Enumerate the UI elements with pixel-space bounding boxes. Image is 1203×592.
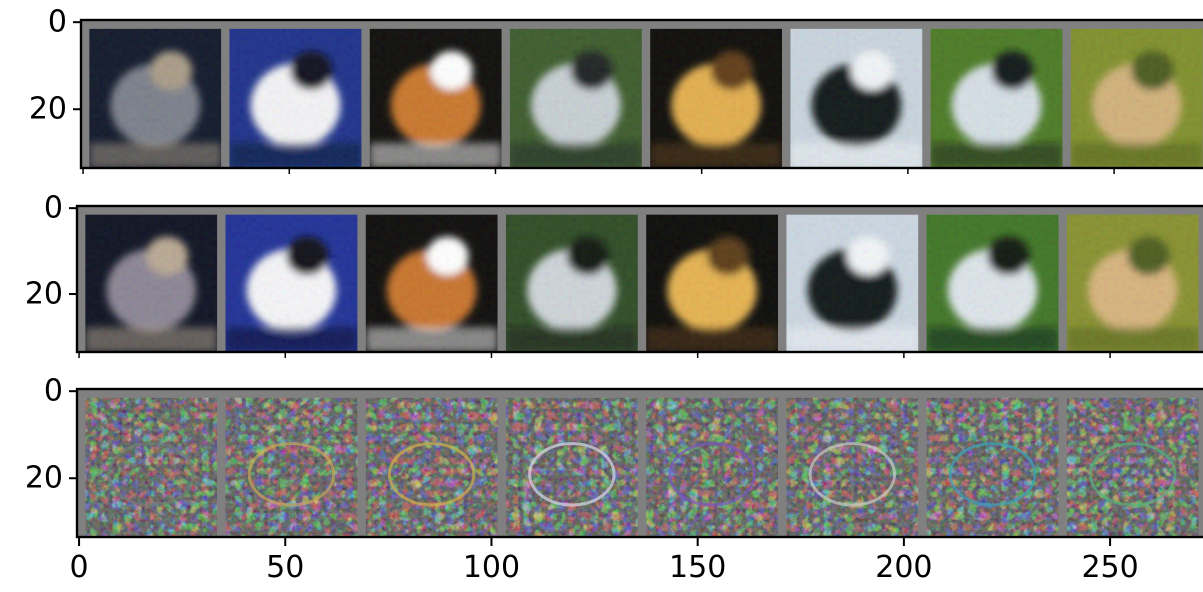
x-axis: 0 50 100 150 200 250: [70, 537, 1139, 585]
image-tile-frog: [1066, 214, 1199, 352]
image-tile-cat: [85, 214, 218, 352]
image-tile-noise: [365, 397, 498, 537]
image-tile-car: [505, 214, 638, 352]
image-tile-noise: [786, 397, 919, 537]
panel-frame: [79, 18, 1203, 170]
x-tick-label: 150: [669, 550, 726, 585]
y-tick-label: 20: [25, 277, 63, 312]
image-tile-cat: [89, 28, 222, 168]
image-panel-3: 0 20: [25, 374, 1203, 539]
image-tile-dog: [365, 214, 498, 352]
y-tick-label: 20: [25, 461, 63, 496]
image-tile-cat: [225, 214, 358, 352]
image-tile-frog: [650, 28, 783, 168]
y-tick-label: 0: [48, 5, 67, 40]
image-tile-noise: [646, 397, 779, 537]
image-tile-noise: [926, 397, 1059, 537]
panel-frame: [75, 204, 1203, 354]
image-tile-frog: [1070, 28, 1203, 168]
image-panel-1: 0 20: [29, 5, 1203, 174]
y-tick-label: 0: [44, 374, 63, 409]
image-tile-frog: [646, 214, 779, 352]
image-tile-noise: [85, 397, 218, 537]
image-tile-dog: [369, 28, 502, 168]
image-tile-noise: [225, 397, 358, 537]
x-tick-label: 0: [70, 550, 89, 585]
image-tile-noise: [505, 397, 638, 537]
y-tick-label: 0: [44, 191, 63, 226]
image-tile-boat: [790, 28, 923, 168]
x-tick-label: 100: [463, 550, 520, 585]
image-tile-cat: [229, 28, 362, 168]
panel-frame: [75, 387, 1203, 539]
image-panel-2: 0 20: [25, 191, 1203, 358]
panels-layer: 0 20 0 20 0 20: [25, 5, 1203, 539]
image-tile-boat: [786, 214, 919, 352]
x-tick-label: 250: [1081, 550, 1138, 585]
image-tile-car: [930, 28, 1063, 168]
x-tick-label: 200: [875, 550, 932, 585]
image-tile-car: [926, 214, 1059, 352]
y-tick-label: 20: [29, 92, 67, 127]
image-tile-noise: [1066, 397, 1199, 537]
image-tile-car: [509, 28, 642, 168]
x-tick-label: 50: [266, 550, 304, 585]
